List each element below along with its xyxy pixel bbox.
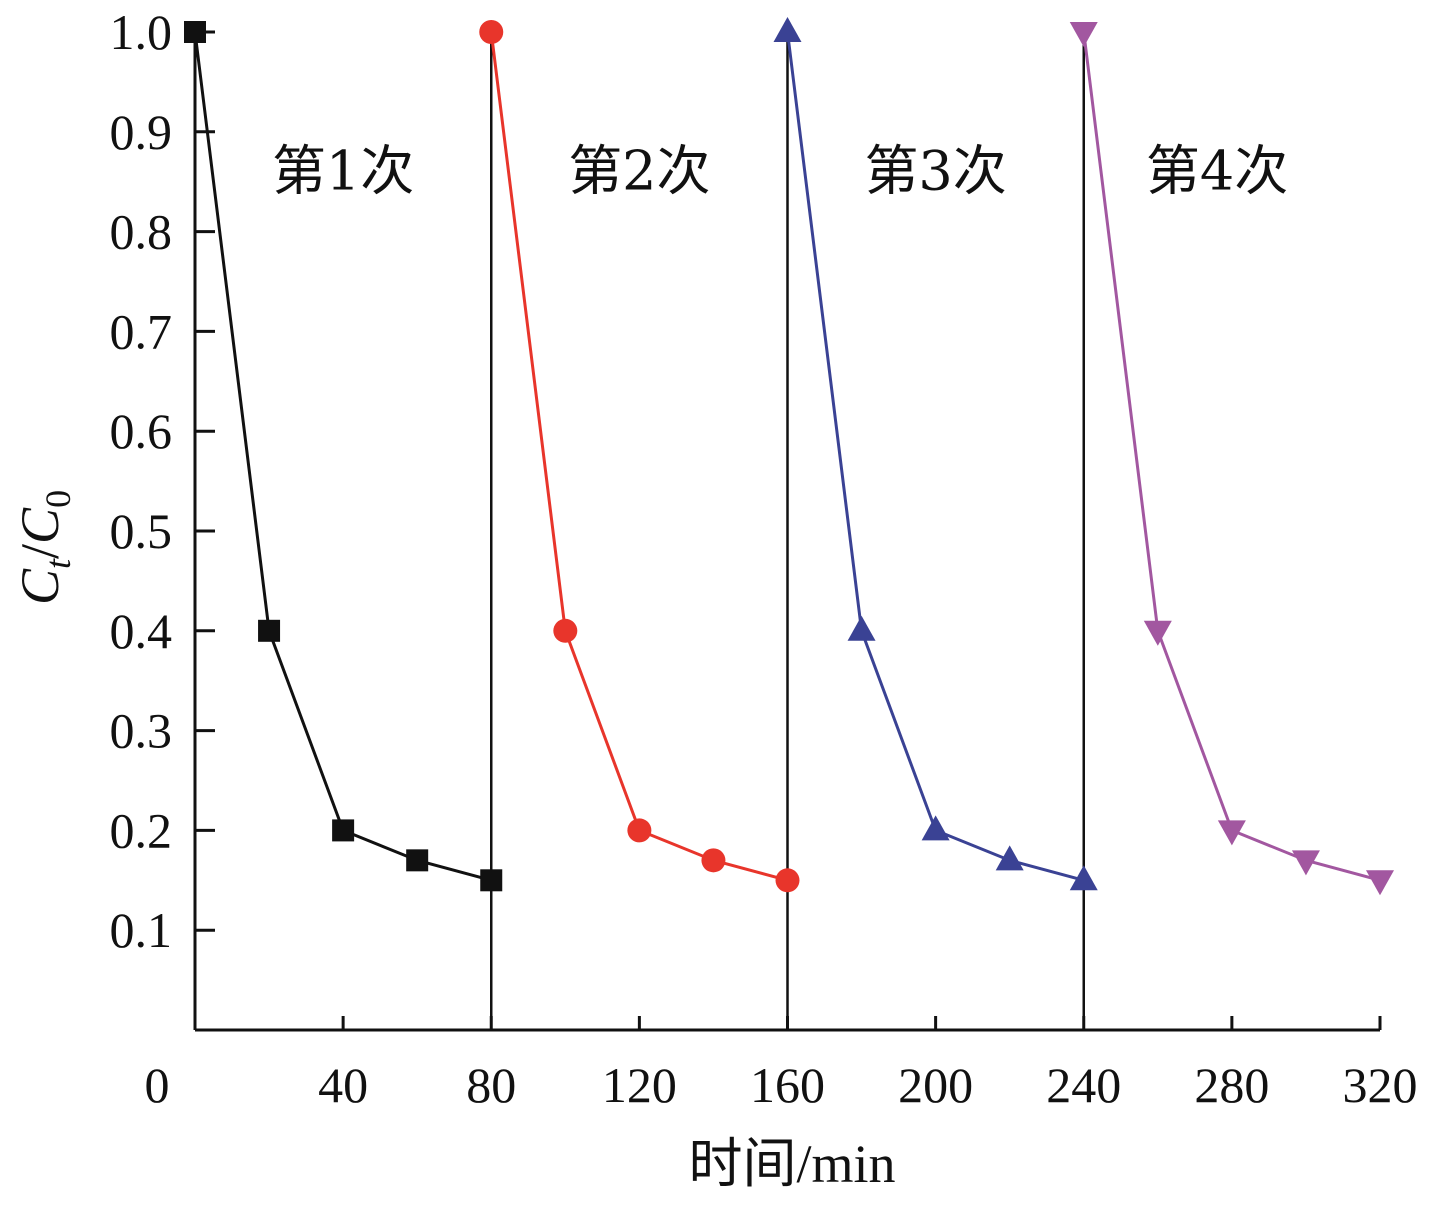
data-point — [847, 615, 876, 641]
data-point — [332, 819, 355, 842]
data-point — [995, 845, 1024, 871]
y-tick-label: 0.6 — [110, 403, 173, 459]
data-point — [479, 20, 504, 44]
y-title-sub-t: t — [38, 558, 78, 569]
cycle-separators — [490, 32, 1085, 1030]
y-tick-label: 0.3 — [110, 703, 173, 759]
y-tick-label: 0.5 — [110, 503, 173, 559]
y-tick-label: 1.0 — [110, 4, 173, 60]
x-tick-label: 40 — [318, 1057, 368, 1113]
cycle-annotation: 第2次 — [568, 140, 710, 203]
y-axis-title: Ct/C0 — [10, 490, 78, 605]
data-point — [1291, 850, 1320, 876]
x-tick-label: 0 — [145, 1057, 170, 1113]
y-title-slash: / — [10, 544, 70, 559]
x-tick-label: 160 — [750, 1057, 825, 1113]
data-point — [1143, 620, 1172, 646]
cycle-annotations: 第1次 第2次 第3次 第4次 — [272, 140, 1288, 203]
x-tick-label: 120 — [602, 1057, 677, 1113]
data-point — [1069, 865, 1098, 891]
x-tick-label: 200 — [898, 1057, 973, 1113]
cycle-annotation: 第4次 — [1146, 140, 1288, 203]
data-point — [1069, 22, 1098, 47]
data-point — [1366, 870, 1394, 896]
y-tick-label: 0.4 — [110, 603, 173, 659]
x-tick-label: 280 — [1194, 1057, 1269, 1113]
data-point — [1217, 820, 1246, 846]
y-tick-label: 0.8 — [110, 204, 173, 260]
y-tick-label: 0.9 — [110, 104, 173, 160]
data-point — [701, 848, 726, 873]
cycle-annotation: 第3次 — [864, 140, 1006, 203]
x-tick-label: 240 — [1046, 1057, 1121, 1113]
data-point — [773, 17, 802, 42]
ticks: 0 40 80 120 160 200 240 280 320 0.1 0.2 0.3 0.4 0.5 0.… — [110, 4, 1418, 1113]
data-point — [258, 619, 281, 642]
y-tick-label: 0.1 — [110, 902, 173, 958]
data-point — [406, 849, 429, 872]
y-title-c2: C — [10, 507, 70, 544]
data-point — [553, 618, 578, 643]
x-axis-title: 时间/min — [688, 1134, 895, 1194]
cycle-annotation: 第1次 — [272, 140, 414, 203]
data-point — [627, 818, 652, 843]
data-point — [775, 868, 800, 893]
x-tick-label: 80 — [466, 1057, 516, 1113]
y-title-sub-0: 0 — [38, 490, 78, 508]
data-series — [184, 17, 1394, 896]
x-tick-label: 320 — [1343, 1057, 1418, 1113]
y-tick-label: 0.7 — [110, 303, 173, 359]
y-title-c: C — [10, 568, 70, 605]
data-point — [480, 869, 503, 892]
y-tick-label: 0.2 — [110, 802, 173, 858]
data-point — [921, 815, 950, 841]
